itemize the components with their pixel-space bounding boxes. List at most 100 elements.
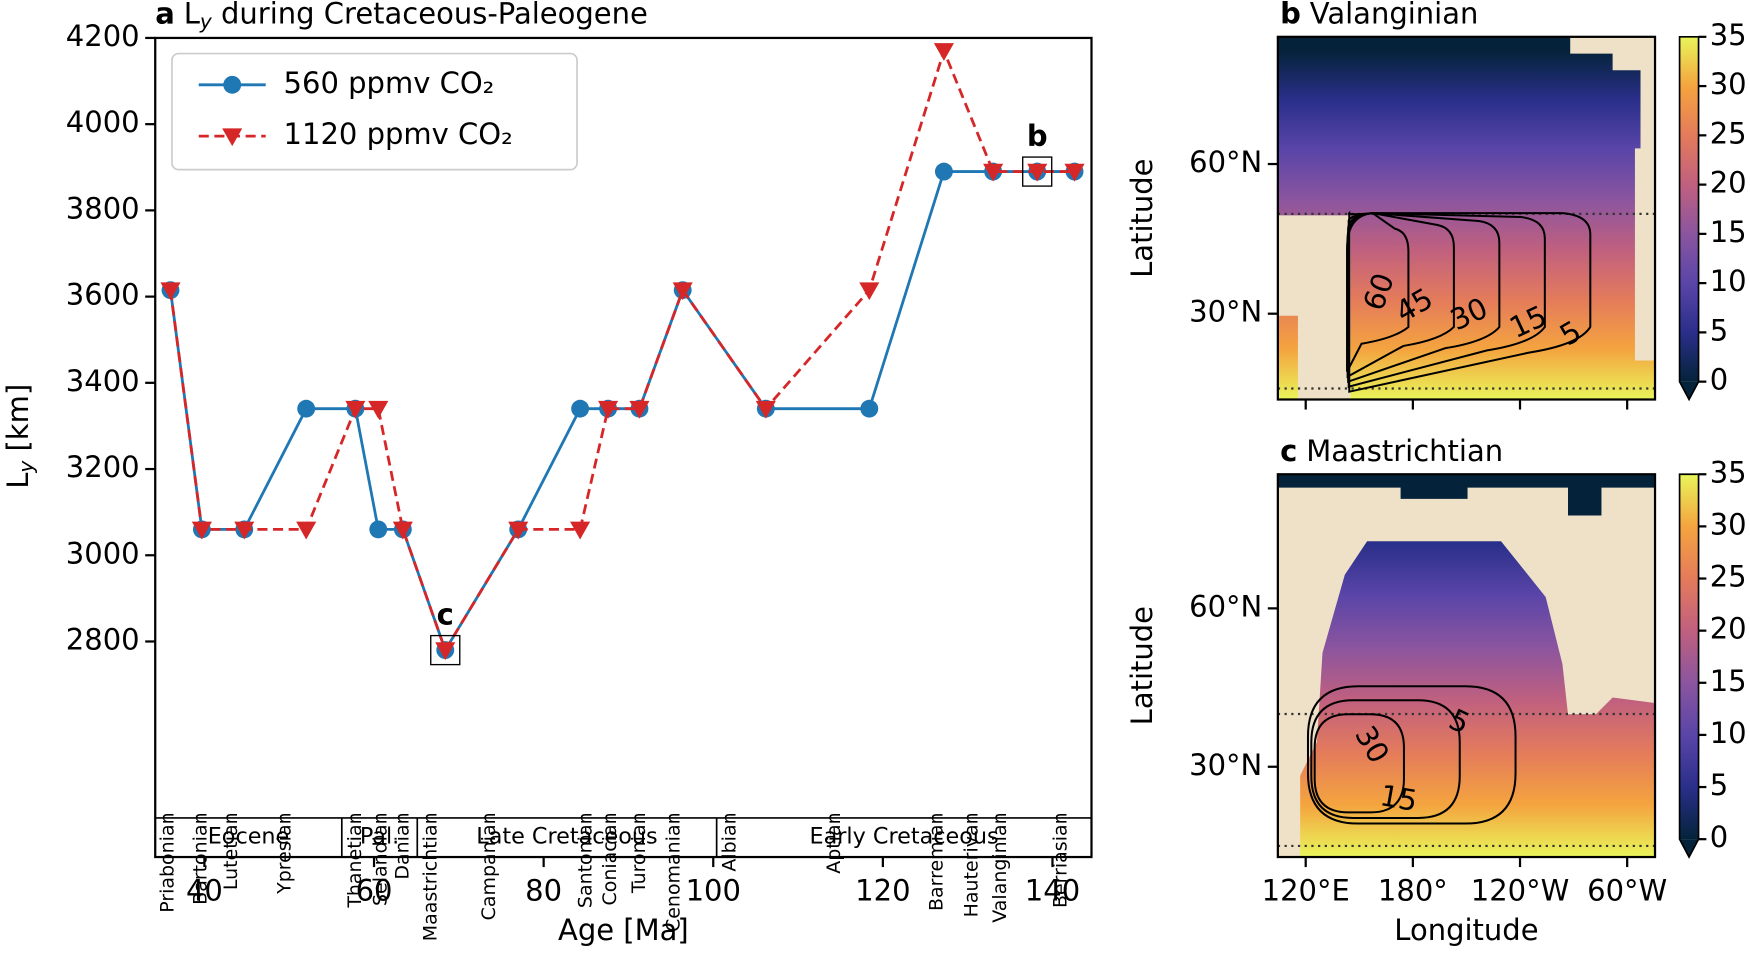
x-tick-label: 60 [356,874,393,908]
panel-label: b [1280,0,1301,31]
contour [1306,685,1517,825]
stage-label: Thanetian [344,812,366,908]
y-tick-label: 4000 [66,105,140,139]
y-tick-label: 60°N [1189,145,1262,179]
point [983,163,1004,182]
contour [1313,713,1405,814]
title-text: Valanginian [1310,0,1479,31]
colorbar-tick-label: 0 [1710,363,1728,397]
point [392,521,413,540]
point [860,399,879,418]
panel-label: c [1280,434,1297,468]
legend-label: 560 ppmv CO₂ [284,66,495,100]
stage-label: Cenomanian [663,812,685,932]
point [191,521,212,540]
colorbar-frame [1678,473,1700,859]
legend-marker [222,128,243,147]
annotation-label: b [1027,119,1048,153]
ocean-field [1277,315,1298,400]
stage-label: Valanginian [989,812,1011,922]
x-tick-label: 120 [855,874,910,908]
colorbar-tick-label: 15 [1710,215,1747,249]
colorbar [1679,36,1699,382]
y-tick-label: 30°N [1189,748,1262,782]
colorbar-frame [1678,35,1700,402]
axes-frame [154,36,1093,859]
contour [1346,212,1455,379]
title-text: during Cretaceous-Paleogene [212,0,648,31]
contour-label: 15 [1378,778,1420,818]
x-tick-label: 120°E [1262,874,1350,908]
y-axis-label: Latitude [1125,158,1159,277]
colorbar-tick-label: 5 [1710,313,1728,347]
map-frame [1276,35,1657,401]
map-title: b Valanginian [1280,0,1478,31]
contour [1310,699,1461,819]
stage-label: Selandian [369,812,391,906]
map-title: c Maastrichtian [1280,434,1503,468]
x-tick-label: 100 [686,874,741,908]
x-axis-label: Longitude [1394,913,1538,947]
colorbar-extension [1679,839,1699,858]
ocean-ice-band [1277,474,1656,516]
map-frame [1276,473,1657,859]
stage-label: Lutetian [220,812,242,890]
panel-label: a [155,0,175,31]
colorbar-tick-label: 30 [1710,507,1747,541]
point [234,521,255,540]
point [296,521,317,540]
colorbar-tick-label: 0 [1710,820,1728,854]
point [934,162,953,181]
colorbar-tick-label: 5 [1710,768,1728,802]
colorbar-tick-label: 25 [1710,116,1747,150]
legend-label: 1120 ppmv CO₂ [284,117,513,151]
x-tick-label: 180° [1378,874,1448,908]
stage-label: Campanian [478,812,500,920]
stage-label: Bartonian [190,812,212,904]
point [297,399,316,418]
point [160,282,181,301]
x-tick-label: 140 [1025,874,1080,908]
point [933,43,954,61]
period-label: Late Cretaceous [476,823,657,849]
point [859,282,880,301]
title-subscript: y [199,9,213,33]
colorbar-tick-label: 35 [1710,455,1747,489]
point [1064,163,1085,182]
stage-label: Albian [719,812,741,871]
point [368,400,389,419]
title-text: L [184,0,200,31]
map-field [1277,36,1656,400]
x-tick-label: 60°W [1587,874,1667,908]
y-label-subscript: y [13,460,37,474]
contour [1348,210,1592,393]
contour [1347,212,1501,384]
colorbar-tick-label: 25 [1710,560,1747,594]
period-label: Pal. [360,823,399,849]
annotation-box [430,634,461,666]
point [672,282,693,301]
y-axis-label: Latitude [1125,606,1159,725]
chart-title: a Ly during Cretaceous-Paleogene [155,0,648,33]
stage-label: Maastrichtian [419,812,441,941]
point [755,400,776,419]
colorbar-tick-label: 10 [1710,264,1747,298]
annotation-box [1022,156,1053,187]
stage-label: Coniacian [599,812,621,905]
point [435,642,456,661]
stage-label: Berriasian [1049,812,1071,908]
point [629,400,650,419]
colorbar-extension [1679,381,1699,400]
y-tick-label: 3600 [66,278,140,312]
y-label-text: L [1,473,35,489]
y-tick-label: 3200 [66,450,140,484]
x-tick-label: 80 [525,874,562,908]
colorbar-tick-label: 15 [1710,664,1747,698]
y-axis-label: Ly [km] [1,384,37,489]
annotation-label: c [437,598,454,632]
colorbar [1679,474,1699,840]
stage-label: Barremian [926,812,948,911]
stage-label: Turonian [628,812,650,894]
stage-label: Hauterivan [960,812,982,917]
